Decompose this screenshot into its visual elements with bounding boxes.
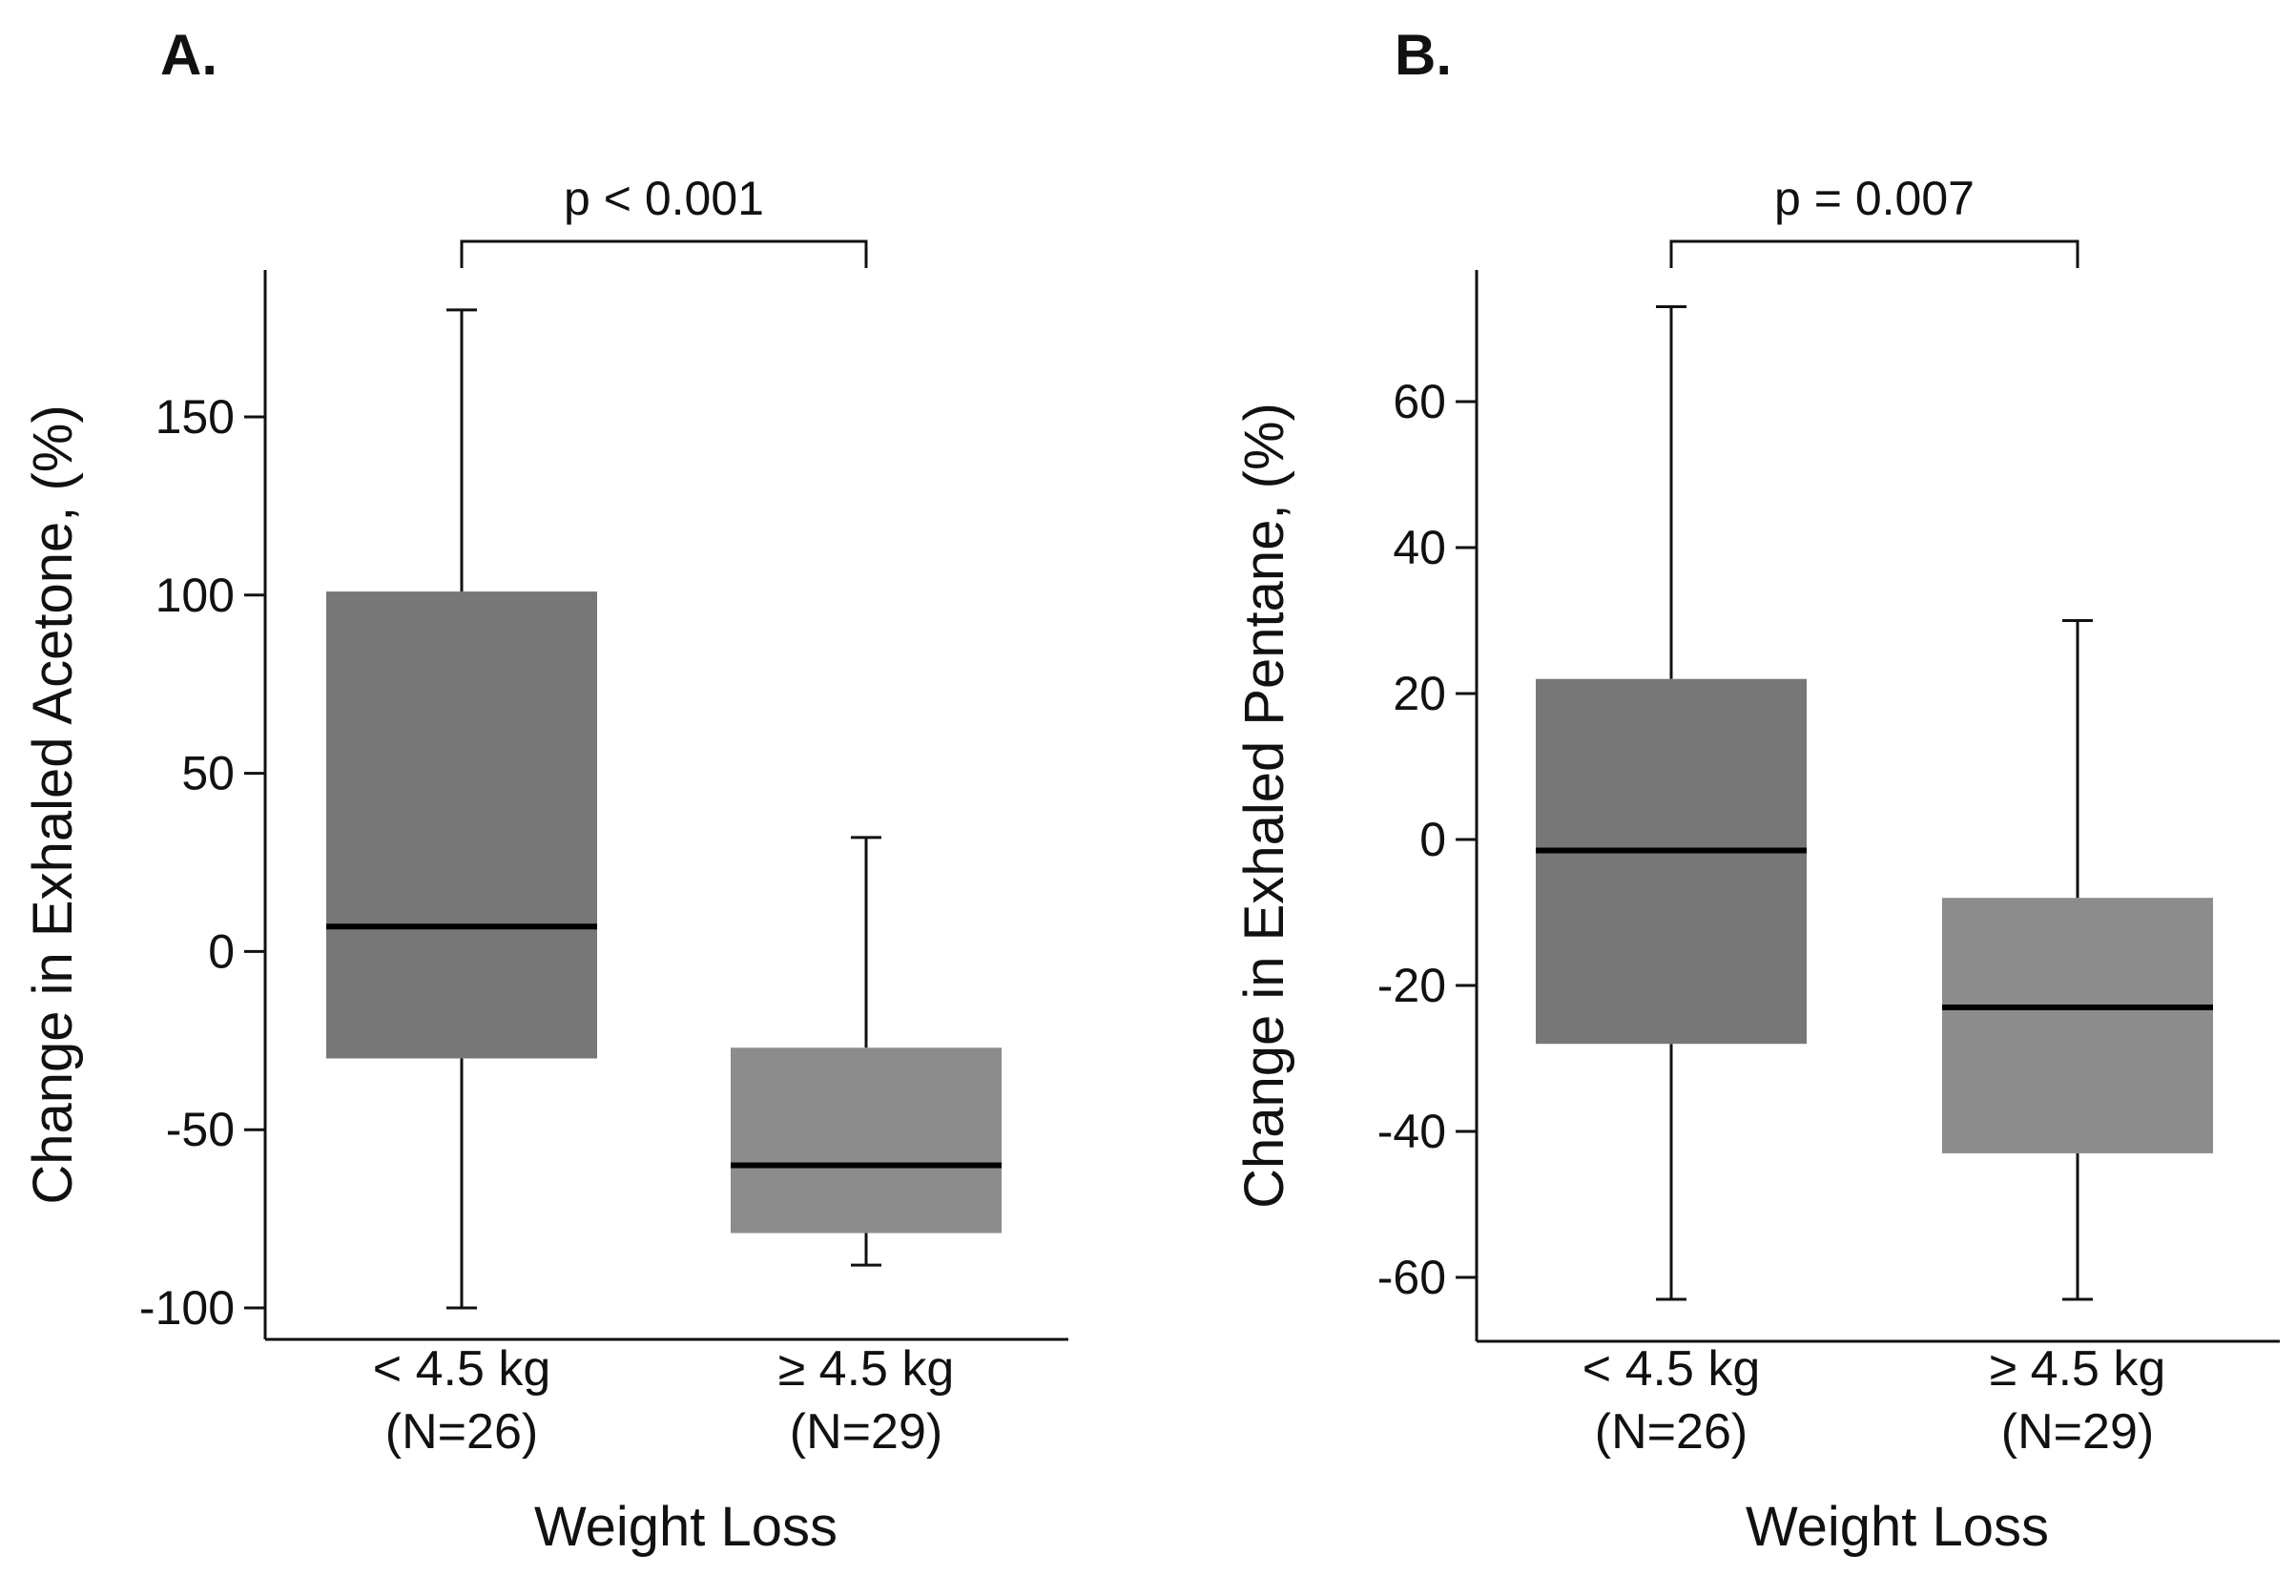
y-tick-label: -40 — [1377, 1105, 1446, 1158]
y-axis-title: Change in Exhaled Acetone, (%) — [22, 404, 84, 1204]
box-2 — [1942, 619, 2213, 1301]
y-tick-label: 20 — [1393, 667, 1446, 720]
y-tick-label: 0 — [1419, 813, 1446, 866]
x-category-n-label: (N=26) — [385, 1404, 538, 1460]
iqr-box — [1942, 898, 2213, 1153]
box-1 — [1536, 305, 1807, 1301]
y-tick-label: 150 — [155, 390, 235, 444]
iqr-box — [731, 1047, 1002, 1233]
y-tick-label: 40 — [1393, 521, 1446, 574]
y-tick-label: -20 — [1377, 959, 1446, 1012]
box-1 — [326, 308, 597, 1310]
panel-label: A. — [160, 23, 217, 87]
y-tick-label: 100 — [155, 569, 235, 622]
y-axis-title: Change in Exhaled Pentane, (%) — [1233, 403, 1295, 1209]
iqr-box — [326, 591, 597, 1059]
x-axis-title: Weight Loss — [1746, 1496, 2049, 1558]
y-tick-label: 0 — [208, 924, 235, 978]
x-category-n-label: (N=26) — [1595, 1404, 1748, 1460]
x-category-label: < 4.5 kg — [373, 1341, 550, 1397]
x-category-label: < 4.5 kg — [1582, 1341, 1760, 1397]
y-tick-label: 60 — [1393, 375, 1446, 428]
y-tick-label: 50 — [181, 747, 235, 800]
y-tick-label: -100 — [139, 1281, 235, 1335]
p-value-label: p = 0.007 — [1774, 172, 1975, 225]
panel-label: B. — [1395, 23, 1452, 87]
x-category-label: ≥ 4.5 kg — [1990, 1341, 2166, 1397]
panel-a: A. 150 100 50 0 -50 -100 Change in Exhaled Acet… — [22, 23, 1068, 1558]
y-tick-label: -60 — [1377, 1251, 1446, 1304]
significance-bracket — [460, 239, 868, 268]
x-axis-title: Weight Loss — [534, 1496, 838, 1558]
box-2 — [731, 836, 1002, 1267]
iqr-box — [1536, 678, 1807, 1045]
x-category-n-label: (N=29) — [790, 1404, 942, 1460]
x-category-label: ≥ 4.5 kg — [778, 1341, 955, 1397]
y-tick-label: -50 — [166, 1103, 235, 1156]
p-value-label: p < 0.001 — [564, 172, 764, 225]
panel-b: B. 60 40 20 0 -20 -40 -60 Change in Exhaled Pent… — [1233, 23, 2280, 1558]
significance-bracket — [1669, 239, 2079, 268]
x-category-n-label: (N=29) — [2001, 1404, 2154, 1460]
